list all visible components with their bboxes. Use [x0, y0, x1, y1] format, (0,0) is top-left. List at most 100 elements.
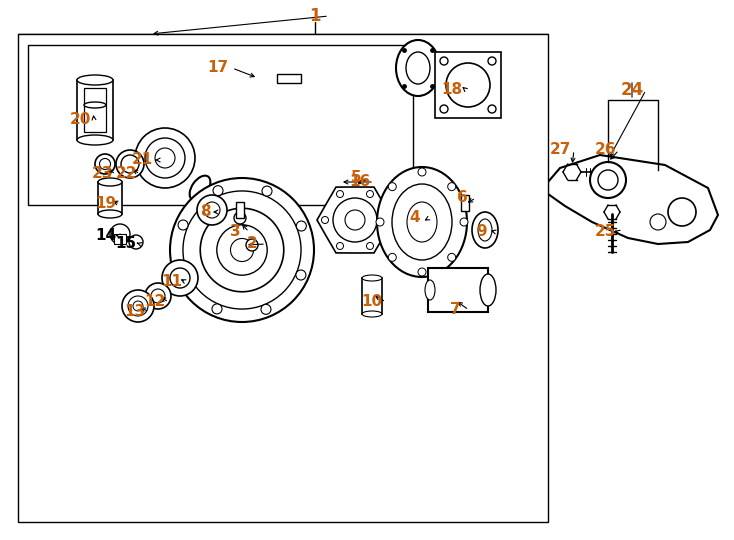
Circle shape [297, 221, 306, 231]
Circle shape [217, 225, 267, 275]
Ellipse shape [116, 150, 144, 178]
Circle shape [129, 235, 143, 249]
Circle shape [448, 253, 456, 261]
Circle shape [668, 198, 696, 226]
Circle shape [170, 178, 314, 322]
Text: 10: 10 [361, 294, 382, 309]
Ellipse shape [478, 219, 492, 241]
Ellipse shape [480, 274, 496, 306]
Bar [435, 52, 501, 118]
Text: 20: 20 [69, 112, 91, 127]
Text: 27: 27 [549, 143, 571, 158]
Text: 3: 3 [230, 225, 240, 240]
Circle shape [388, 183, 396, 191]
Ellipse shape [128, 296, 148, 316]
Circle shape [488, 105, 496, 113]
Ellipse shape [377, 167, 467, 277]
Ellipse shape [84, 102, 106, 108]
Text: 21: 21 [131, 152, 153, 167]
Circle shape [650, 214, 666, 230]
Circle shape [262, 186, 272, 196]
Circle shape [336, 191, 344, 198]
Circle shape [200, 208, 284, 292]
Bar [18, 34, 548, 522]
Text: 14: 14 [95, 228, 117, 244]
Bar [77, 80, 113, 140]
Text: 15: 15 [115, 237, 137, 252]
Ellipse shape [145, 138, 185, 178]
Bar [236, 202, 244, 218]
Circle shape [110, 224, 130, 244]
Bar [362, 278, 382, 314]
Text: 18: 18 [441, 83, 462, 98]
Text: 9: 9 [476, 225, 487, 240]
Circle shape [440, 57, 448, 65]
Text: 13: 13 [125, 305, 145, 320]
Circle shape [234, 212, 246, 224]
Ellipse shape [406, 52, 430, 84]
Text: 25: 25 [595, 225, 616, 240]
Ellipse shape [77, 75, 113, 85]
Text: 1: 1 [309, 7, 321, 25]
Text: 12: 12 [145, 294, 166, 309]
Text: 24: 24 [620, 81, 644, 99]
Circle shape [212, 304, 222, 314]
Circle shape [598, 170, 618, 190]
Bar [114, 234, 126, 244]
Ellipse shape [133, 301, 143, 311]
Circle shape [213, 186, 223, 195]
Text: 11: 11 [161, 274, 183, 289]
Ellipse shape [100, 159, 111, 170]
Circle shape [321, 217, 329, 224]
Circle shape [376, 218, 384, 226]
Text: 16: 16 [349, 174, 371, 190]
Ellipse shape [396, 40, 440, 96]
Circle shape [246, 239, 258, 251]
Polygon shape [317, 187, 393, 253]
Circle shape [261, 305, 271, 314]
Ellipse shape [362, 275, 382, 281]
Text: 19: 19 [95, 197, 117, 212]
Ellipse shape [98, 178, 122, 186]
Circle shape [178, 269, 188, 279]
Ellipse shape [95, 154, 115, 174]
Ellipse shape [392, 184, 452, 260]
Circle shape [178, 220, 188, 230]
Ellipse shape [407, 202, 437, 242]
Ellipse shape [145, 283, 171, 309]
Circle shape [460, 218, 468, 226]
Circle shape [382, 217, 388, 224]
Circle shape [440, 105, 448, 113]
Circle shape [446, 63, 490, 107]
Circle shape [183, 191, 301, 309]
Ellipse shape [77, 135, 113, 145]
Circle shape [230, 239, 253, 261]
Bar [28, 45, 413, 205]
Ellipse shape [189, 176, 211, 200]
Text: 7: 7 [450, 302, 460, 318]
Circle shape [197, 195, 227, 225]
Ellipse shape [362, 311, 382, 317]
Ellipse shape [151, 289, 165, 303]
Circle shape [366, 242, 374, 249]
Text: 2: 2 [247, 237, 258, 252]
Bar [277, 73, 301, 83]
Bar [428, 268, 488, 312]
Polygon shape [548, 155, 718, 244]
Circle shape [388, 253, 396, 261]
Ellipse shape [162, 260, 198, 296]
Circle shape [590, 162, 626, 198]
Bar [84, 88, 106, 132]
Ellipse shape [155, 148, 175, 168]
Circle shape [366, 191, 374, 198]
Text: 26: 26 [595, 143, 616, 158]
Circle shape [418, 268, 426, 276]
Text: 8: 8 [200, 205, 211, 219]
Circle shape [448, 183, 456, 191]
Bar [98, 182, 122, 214]
Text: 4: 4 [410, 211, 421, 226]
Circle shape [204, 202, 220, 218]
Ellipse shape [472, 212, 498, 248]
Ellipse shape [425, 280, 435, 300]
Circle shape [333, 198, 377, 242]
